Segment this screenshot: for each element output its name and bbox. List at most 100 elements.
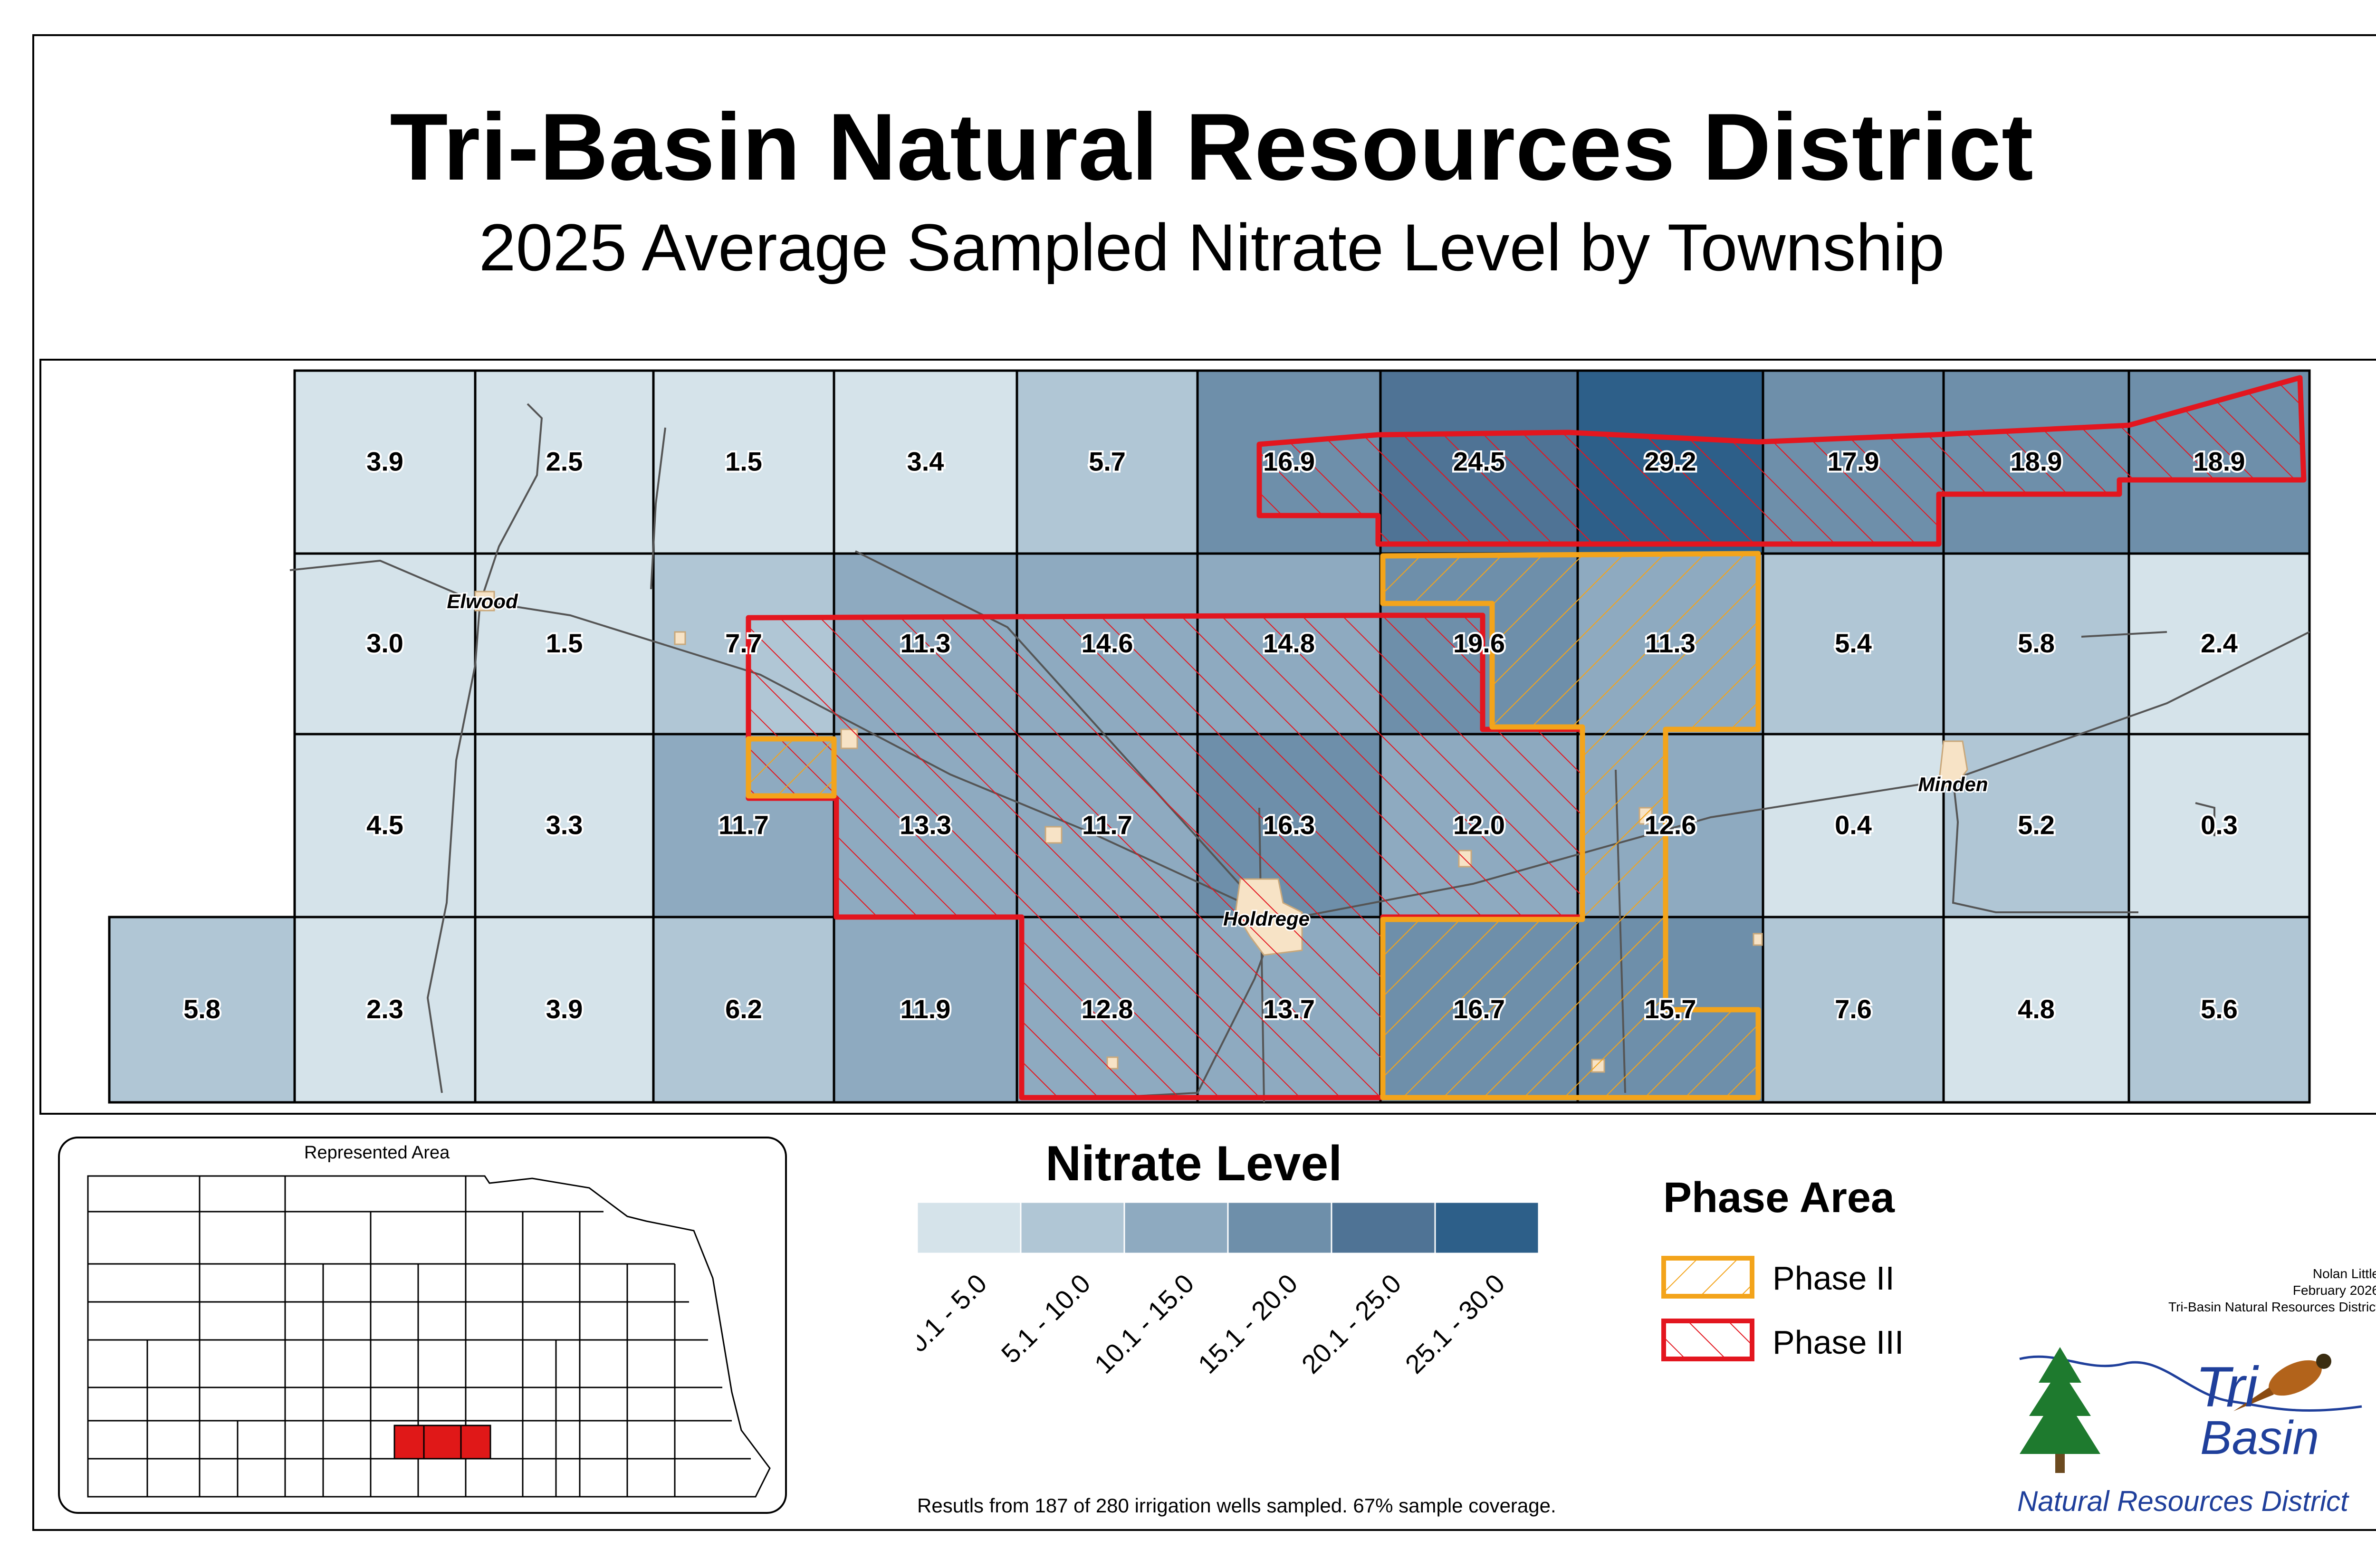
- township-value-label: 13.3: [900, 810, 951, 840]
- inset-map: [58, 1137, 787, 1514]
- phase-legend-title: Phase Area: [1663, 1174, 1895, 1222]
- nebraska-outline: [87, 1175, 771, 1498]
- legend-swatch: [1123, 1202, 1229, 1254]
- township-value-label: 6.2: [725, 994, 762, 1024]
- credit-org: Tri-Basin Natural Resources District: [2168, 1300, 2376, 1314]
- township-value-label: 5.2: [2018, 810, 2055, 840]
- legend-swatch: [1020, 1202, 1125, 1254]
- township-value-label: 11.7: [719, 810, 769, 840]
- township-cell: [1942, 916, 2130, 1104]
- legend-swatch: [1331, 1202, 1436, 1254]
- township-cell: [833, 916, 1018, 1104]
- township-value-label: 14.8: [1263, 628, 1315, 658]
- township-value-label: 0.3: [2201, 810, 2238, 840]
- town-label-minden: Minden: [1918, 773, 1988, 795]
- legend-label: 15.1 - 20.0: [1192, 1268, 1303, 1379]
- township-cell: [108, 916, 296, 1104]
- pine-tree-icon: [2020, 1347, 2100, 1473]
- phase-areas: [746, 375, 2307, 1100]
- township-value-label: 11.3: [901, 628, 951, 658]
- township-value-label: 11.3: [1645, 628, 1696, 658]
- township-cell: [1762, 916, 1945, 1104]
- phase-legend: [1661, 1256, 1754, 1361]
- township-value-label: 15.7: [1645, 994, 1696, 1024]
- township-value-labels: 3.9 2.5 1.5 3.4 5.7 16.9 24.5 29.2 17.9 18.9 18.9 3…: [182, 445, 2247, 1026]
- tri-basin-logo: Tri Basin Natural Resources District: [2017, 1347, 2362, 1517]
- township-cell: [474, 733, 655, 918]
- township-value-label: 1.5: [546, 628, 583, 658]
- township-cell: [1762, 733, 1945, 918]
- township-value-label: 2.5: [546, 447, 583, 477]
- legend-label: 20.1 - 25.0: [1296, 1268, 1407, 1379]
- phase-2-swatch: [1661, 1256, 1754, 1299]
- township-value-label: 19.6: [1453, 628, 1505, 658]
- town-label-holdrege: Holdrege: [1223, 908, 1310, 930]
- township-value-label: 3.9: [366, 447, 403, 477]
- inset-title: Represented Area: [304, 1143, 450, 1163]
- sample-coverage-footnote: Resutls from 187 of 280 irrigation wells…: [917, 1494, 1556, 1517]
- legend-title: Nitrate Level: [1045, 1136, 1342, 1191]
- township-value-label: 18.9: [2011, 447, 2062, 477]
- legend-swatch: [917, 1202, 1022, 1254]
- township-cell: [652, 916, 835, 1104]
- township-value-label: 13.7: [1263, 994, 1315, 1024]
- township-value-label: 0.4: [1835, 810, 1872, 840]
- township-value-label: 11.7: [1082, 810, 1132, 840]
- logo-text-basin: Basin: [2200, 1411, 2319, 1464]
- credit-author: Nolan Little: [2312, 1266, 2376, 1281]
- township-value-label: 11.9: [901, 994, 951, 1024]
- township-cell: [1762, 552, 1945, 736]
- township-value-label: 12.6: [1645, 810, 1696, 840]
- township-cell: [293, 733, 477, 918]
- township-cell: [652, 369, 835, 555]
- township-value-label: 2.3: [366, 994, 403, 1024]
- legend-label: 10.1 - 15.0: [1089, 1268, 1200, 1379]
- township-value-label: 5.7: [1089, 447, 1126, 477]
- township-value-label: 24.5: [1453, 447, 1505, 477]
- elwood-town: [474, 591, 495, 612]
- logo-text-tri: Tri: [2195, 1355, 2259, 1419]
- town-label-elwood: Elwood: [447, 590, 518, 612]
- township-value-label: 3.3: [546, 810, 583, 840]
- legend-label: 5.1 - 10.0: [996, 1268, 1096, 1369]
- township-cell: [833, 369, 1018, 555]
- township-value-label: 5.6: [2201, 994, 2238, 1024]
- township-value-label: 29.2: [1645, 447, 1696, 477]
- township-value-label: 3.0: [366, 628, 403, 658]
- legend-label: 25.1 - 30.0: [1399, 1268, 1511, 1379]
- township-cell: [1942, 733, 2130, 918]
- phase-2-label: Phase II: [1772, 1260, 1895, 1297]
- legend-swatch: [1227, 1202, 1332, 1254]
- township-cell: [474, 552, 655, 736]
- township-cell: [1942, 552, 2130, 736]
- logo-text-nrd: Natural Resources District: [2017, 1485, 2349, 1517]
- township-cell: [293, 552, 477, 736]
- map-title: Tri-Basin Natural Resources District: [390, 94, 2034, 200]
- township-value-label: 4.8: [2018, 994, 2055, 1024]
- township-cell: [293, 369, 477, 555]
- township-value-label: 2.4: [2201, 628, 2238, 658]
- pheasant-icon: [2233, 1354, 2331, 1411]
- legend-label: 0.1 - 5.0: [917, 1268, 992, 1358]
- map-subtitle: 2025 Average Sampled Nitrate Level by To…: [479, 210, 1945, 285]
- map-panel: [39, 359, 2376, 1115]
- township-value-label: 7.6: [1835, 994, 1872, 1024]
- township-cell: [1016, 369, 1199, 555]
- township-value-label: 4.5: [366, 810, 403, 840]
- inset-highlight: [393, 1425, 491, 1460]
- legend-swatch: [1434, 1202, 1540, 1254]
- phase-3-label: Phase III: [1772, 1324, 1904, 1361]
- township-value-label: 5.8: [183, 994, 220, 1024]
- township-value-label: 1.5: [725, 447, 762, 477]
- credit-date: February 2026: [2292, 1283, 2376, 1298]
- township-value-label: 5.4: [1835, 628, 1872, 658]
- township-value-label: 5.8: [2018, 628, 2055, 658]
- township-value-label: 3.4: [907, 447, 944, 477]
- township-value-label: 16.3: [1263, 810, 1315, 840]
- township-value-label: 16.9: [1263, 447, 1315, 477]
- township-value-label: 7.7: [725, 628, 762, 658]
- township-cell: [2127, 733, 2311, 918]
- township-cell: [474, 916, 655, 1104]
- township-value-label: 3.9: [546, 994, 583, 1024]
